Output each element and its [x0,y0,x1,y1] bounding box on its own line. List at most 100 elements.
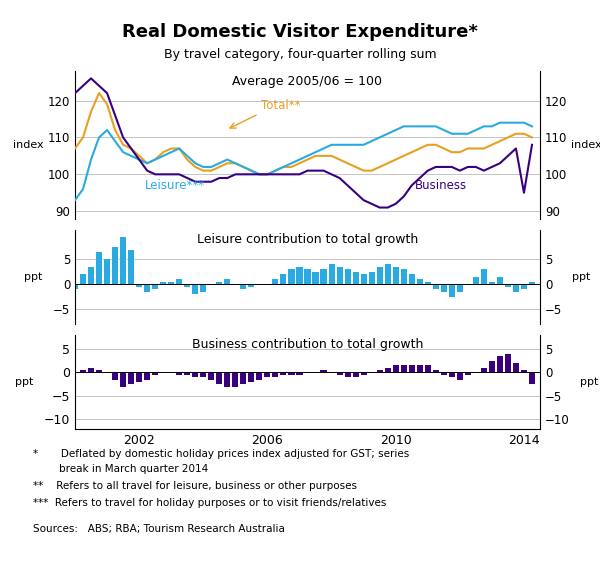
Bar [241,284,247,289]
Bar [392,267,399,284]
Bar [248,373,254,382]
Bar [200,284,206,291]
Y-axis label: ppt: ppt [580,377,598,387]
Bar [152,373,158,375]
Bar [425,282,431,284]
Bar [416,279,423,284]
Bar [513,363,519,373]
Bar [200,373,206,377]
Bar [489,361,495,373]
Bar [72,284,78,289]
Bar [385,368,391,373]
Bar [353,373,359,377]
Bar [473,277,479,284]
Bar [280,373,286,375]
Bar [88,368,94,373]
Bar [224,279,230,284]
Bar [289,269,295,284]
Text: Business: Business [415,179,467,192]
Bar [192,284,199,294]
Bar [160,282,166,284]
Bar [353,272,359,284]
Bar [457,284,463,291]
Bar [409,274,415,284]
Bar [401,365,407,373]
Bar [128,249,134,284]
Bar [409,365,415,373]
Bar [272,279,278,284]
Bar [433,370,439,373]
Text: Total**: Total** [261,99,301,112]
Bar [441,373,447,375]
Bar [224,373,230,387]
Bar [320,269,326,284]
Y-axis label: index: index [571,140,600,150]
Bar [296,267,302,284]
Bar [329,264,335,284]
Text: **    Refers to all travel for leisure, business or other purposes: ** Refers to all travel for leisure, bus… [33,481,357,491]
Y-axis label: ppt: ppt [572,272,591,282]
Bar [192,373,199,377]
Bar [241,373,247,384]
Text: *       Deflated by domestic holiday prices index adjusted for GST; series: * Deflated by domestic holiday prices in… [33,449,409,459]
Bar [361,274,367,284]
Bar [168,282,174,284]
Bar [176,279,182,284]
Text: By travel category, four-quarter rolling sum: By travel category, four-quarter rolling… [164,48,436,61]
Text: Sources:   ABS; RBA; Tourism Research Australia: Sources: ABS; RBA; Tourism Research Aust… [33,524,285,534]
Bar [104,260,110,284]
Bar [272,373,278,377]
Bar [304,269,311,284]
Bar [497,277,503,284]
Bar [521,370,527,373]
Bar [120,373,126,387]
Text: break in March quarter 2014: break in March quarter 2014 [33,464,208,474]
Bar [184,373,190,375]
Bar [136,284,142,287]
Bar [313,272,319,284]
Text: Business contribution to total growth: Business contribution to total growth [192,338,423,350]
Bar [497,356,503,373]
Bar [529,282,535,284]
Bar [152,284,158,289]
Bar [216,373,223,384]
Bar [377,370,383,373]
Bar [505,284,511,287]
Bar [256,373,262,379]
Text: Leisure contribution to total growth: Leisure contribution to total growth [197,233,418,245]
Bar [208,373,214,379]
Bar [401,269,407,284]
Bar [481,368,487,373]
Bar [136,373,142,382]
Bar [216,282,223,284]
Bar [449,373,455,377]
Bar [184,284,190,287]
Text: Real Domestic Visitor Expenditure*: Real Domestic Visitor Expenditure* [122,23,478,41]
Bar [368,272,374,284]
Bar [96,370,102,373]
Bar [521,284,527,289]
Bar [457,373,463,379]
Bar [433,284,439,289]
Bar [529,373,535,384]
Bar [176,373,182,375]
Bar [377,267,383,284]
Bar [112,247,118,284]
Text: ***  Refers to travel for holiday purposes or to visit friends/relatives: *** Refers to travel for holiday purpose… [33,498,386,508]
Bar [392,365,399,373]
Bar [425,365,431,373]
Y-axis label: index: index [13,140,44,150]
Bar [416,365,423,373]
Bar [481,269,487,284]
Text: Average 2005/06 = 100: Average 2005/06 = 100 [233,76,383,89]
Bar [441,284,447,291]
Bar [505,354,511,373]
Bar [289,373,295,375]
Bar [320,370,326,373]
Bar [296,373,302,375]
Bar [489,282,495,284]
Y-axis label: ppt: ppt [24,272,43,282]
Bar [361,373,367,375]
Bar [96,252,102,284]
Bar [112,373,118,379]
